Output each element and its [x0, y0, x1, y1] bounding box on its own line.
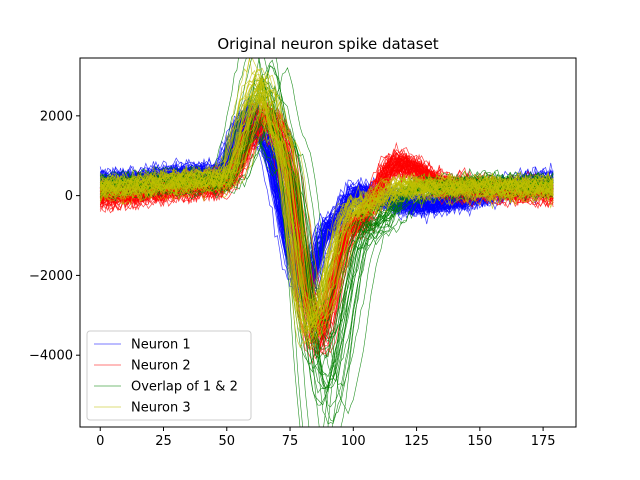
legend-box — [86, 330, 252, 421]
x-tick-label: 25 — [155, 434, 172, 449]
y-tick-label: 0 — [65, 189, 73, 204]
y-tick-label: 2000 — [40, 109, 73, 124]
trace-line — [99, 82, 554, 328]
trace-line — [99, 83, 554, 315]
x-tick-label: 150 — [467, 434, 492, 449]
legend: Neuron 1 Neuron 2 Overlap of 1 & 2 Neuron 3 — [86, 330, 252, 421]
trace-line — [99, 88, 554, 338]
x-tick-label: 0 — [96, 434, 104, 449]
trace-layer — [99, 58, 554, 427]
y-tick-label: −4000 — [29, 349, 73, 364]
chart-title: Original neuron spike dataset — [217, 35, 438, 53]
y-tick-label: −2000 — [29, 269, 73, 284]
x-tick-label: 125 — [404, 434, 429, 449]
trace-line — [99, 66, 554, 408]
trace-line — [100, 80, 554, 336]
trace-line — [99, 71, 554, 339]
y-axis: −4000 −2000 0 2000 — [29, 109, 80, 364]
plot-frame — [79, 57, 577, 428]
legend-label: Neuron 1 — [131, 338, 191, 353]
x-tick-label: 100 — [341, 434, 366, 449]
x-tick-label: 175 — [531, 434, 556, 449]
legend-label: Neuron 3 — [131, 401, 191, 416]
x-tick-label: 75 — [282, 434, 299, 449]
x-axis: 0 25 50 75 100 125 150 175 — [96, 427, 556, 449]
trace-line — [100, 58, 554, 427]
legend-label: Neuron 2 — [131, 359, 191, 374]
legend-label: Overlap of 1 & 2 — [131, 380, 238, 395]
trace-line — [100, 78, 554, 326]
x-tick-label: 50 — [219, 434, 236, 449]
trace-line — [99, 74, 554, 326]
series-4 — [99, 58, 554, 351]
